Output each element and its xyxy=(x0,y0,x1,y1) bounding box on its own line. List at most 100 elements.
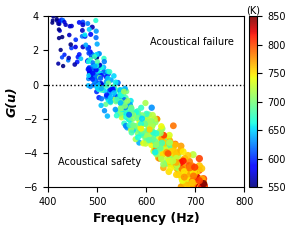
Point xyxy=(51,15,56,18)
Point xyxy=(93,64,97,68)
Point xyxy=(112,89,117,92)
Point xyxy=(152,117,157,121)
Point xyxy=(113,108,118,111)
Point xyxy=(131,111,135,115)
Point xyxy=(123,124,128,128)
Point xyxy=(201,177,206,181)
Point xyxy=(110,85,115,89)
Point xyxy=(143,122,148,126)
Point xyxy=(109,78,113,82)
Point xyxy=(117,94,122,98)
Point xyxy=(167,133,172,137)
Point xyxy=(134,110,138,114)
Point xyxy=(176,167,180,171)
Point xyxy=(148,125,152,128)
Point xyxy=(199,185,203,189)
Point xyxy=(168,157,172,161)
Point xyxy=(108,96,113,99)
Point xyxy=(89,74,94,78)
Point xyxy=(118,101,123,105)
Point xyxy=(177,173,181,176)
Point xyxy=(58,29,62,33)
Point xyxy=(100,84,104,87)
Point xyxy=(102,109,107,112)
Point xyxy=(167,141,172,144)
Point xyxy=(80,34,85,38)
Point xyxy=(200,180,204,184)
Point xyxy=(149,126,153,130)
Point xyxy=(192,172,197,176)
Point xyxy=(173,142,178,146)
Point xyxy=(197,185,202,189)
Point xyxy=(94,90,99,94)
Point xyxy=(173,143,178,147)
Point xyxy=(179,169,183,173)
Point xyxy=(77,21,81,24)
Point xyxy=(95,42,100,46)
Point xyxy=(150,138,155,141)
Point xyxy=(84,43,88,47)
Point xyxy=(190,181,195,184)
Point xyxy=(187,160,192,163)
Point xyxy=(199,185,204,189)
Point xyxy=(173,156,178,160)
Point xyxy=(61,18,65,22)
Point xyxy=(189,185,193,189)
Point xyxy=(90,25,95,29)
Point xyxy=(171,157,175,161)
Point xyxy=(172,164,176,167)
Point xyxy=(187,180,192,183)
Point xyxy=(87,27,92,31)
Point xyxy=(158,131,162,135)
Point xyxy=(151,131,155,134)
Point xyxy=(200,185,205,189)
Point xyxy=(132,112,136,116)
Point xyxy=(96,66,101,69)
Point xyxy=(135,128,140,132)
Point xyxy=(83,33,87,37)
X-axis label: Frequency (Hz): Frequency (Hz) xyxy=(93,213,200,225)
Point xyxy=(92,55,97,58)
Point xyxy=(118,88,123,92)
Point xyxy=(106,97,110,101)
Point xyxy=(160,141,164,145)
Point xyxy=(161,140,165,143)
Point xyxy=(137,127,141,131)
Point xyxy=(160,147,165,151)
Point xyxy=(135,116,140,120)
Point xyxy=(180,171,185,175)
Point xyxy=(178,161,182,165)
Point xyxy=(134,124,139,128)
Point xyxy=(201,185,206,189)
Point xyxy=(72,63,77,66)
Point xyxy=(169,149,174,153)
Point xyxy=(93,73,98,76)
Point xyxy=(180,167,184,171)
Point xyxy=(149,133,153,136)
Point xyxy=(202,184,206,187)
Point xyxy=(161,152,165,156)
Point xyxy=(141,134,146,137)
Point xyxy=(162,134,166,138)
Point xyxy=(112,98,116,101)
Point xyxy=(81,23,85,27)
Point xyxy=(199,167,204,170)
Point xyxy=(105,114,110,118)
Point xyxy=(196,183,200,187)
Point xyxy=(146,127,151,131)
Point xyxy=(98,72,103,75)
Point xyxy=(56,22,61,25)
Point xyxy=(193,185,198,189)
Point xyxy=(199,185,204,188)
Point xyxy=(106,76,110,80)
Point xyxy=(122,122,127,125)
Point xyxy=(68,24,72,28)
Point xyxy=(176,168,181,172)
Point xyxy=(94,56,99,59)
Point xyxy=(124,115,129,119)
Point xyxy=(167,159,172,162)
Point xyxy=(192,172,196,176)
Point xyxy=(163,139,168,143)
Point xyxy=(143,101,148,105)
Point xyxy=(177,150,181,154)
